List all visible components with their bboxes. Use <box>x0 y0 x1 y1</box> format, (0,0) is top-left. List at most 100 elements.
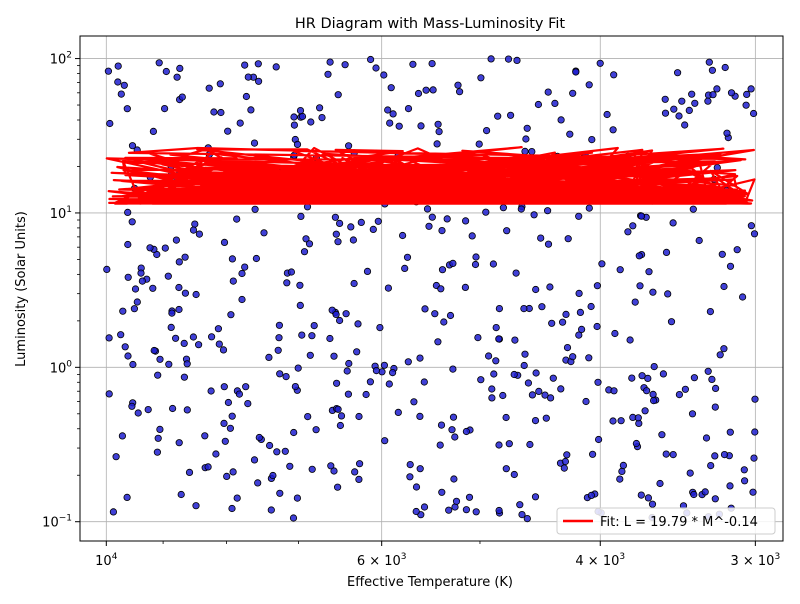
data-point <box>355 460 364 468</box>
data-point <box>269 471 277 480</box>
data-point <box>495 441 503 449</box>
data-point <box>641 407 649 415</box>
data-point <box>513 56 521 65</box>
data-point <box>332 230 340 238</box>
data-point <box>381 437 389 445</box>
data-point <box>236 119 244 127</box>
data-point <box>702 434 711 442</box>
data-point <box>412 507 420 516</box>
data-point <box>167 323 175 331</box>
data-point <box>450 475 458 483</box>
x-tick-label: 4 × 103 <box>575 552 625 569</box>
data-point <box>129 360 137 369</box>
data-point <box>124 273 132 281</box>
data-point <box>544 240 553 248</box>
data-point <box>282 372 290 381</box>
data-point <box>332 379 341 387</box>
data-point <box>224 127 232 135</box>
data-point <box>123 105 131 113</box>
data-point <box>449 259 457 267</box>
data-point <box>363 267 372 275</box>
data-point <box>336 421 344 430</box>
data-point <box>334 238 342 246</box>
data-point <box>610 387 618 395</box>
data-point <box>690 374 699 382</box>
data-point <box>388 368 397 377</box>
data-point <box>711 403 719 411</box>
data-point <box>560 464 568 472</box>
data-point <box>708 66 717 74</box>
data-point <box>673 69 682 77</box>
data-point <box>354 320 362 328</box>
data-point <box>161 244 169 252</box>
data-point <box>617 417 625 425</box>
data-point <box>384 106 392 114</box>
data-point <box>517 205 525 213</box>
data-point <box>341 61 349 69</box>
data-point <box>326 58 334 66</box>
data-point <box>611 329 619 338</box>
data-point <box>644 374 652 382</box>
data-point <box>503 227 511 235</box>
data-point <box>315 104 324 112</box>
data-point <box>492 357 500 365</box>
data-point <box>662 450 670 458</box>
data-point <box>214 325 222 333</box>
data-point <box>220 419 228 427</box>
data-point <box>123 493 131 501</box>
data-point <box>154 371 162 379</box>
data-point <box>504 55 513 63</box>
data-point <box>675 390 684 399</box>
data-point <box>740 466 748 474</box>
data-point <box>380 71 388 79</box>
data-point <box>742 101 750 109</box>
grid-layer <box>80 36 783 541</box>
data-point <box>681 121 689 129</box>
data-point <box>678 97 686 105</box>
data-point <box>609 417 617 425</box>
data-point <box>445 506 453 514</box>
data-point <box>530 211 538 219</box>
data-point <box>733 246 741 254</box>
data-point <box>308 332 316 340</box>
data-point <box>695 236 703 245</box>
data-point <box>276 370 284 378</box>
data-point <box>296 107 305 115</box>
data-point <box>631 298 639 306</box>
data-point <box>709 91 717 99</box>
data-point <box>423 205 432 213</box>
data-point <box>538 303 546 311</box>
data-point <box>443 215 451 223</box>
data-point <box>446 311 455 320</box>
data-point <box>686 469 694 477</box>
data-point <box>275 321 283 329</box>
data-point <box>626 336 634 344</box>
data-point <box>563 451 571 459</box>
y-tick-label: 102 <box>50 51 72 68</box>
data-point <box>104 67 113 75</box>
data-point <box>523 514 531 523</box>
data-point <box>420 503 429 511</box>
data-point <box>532 285 540 294</box>
data-point <box>495 335 503 343</box>
data-point <box>675 112 683 120</box>
data-point <box>330 467 338 475</box>
data-point <box>487 55 495 63</box>
data-point <box>477 376 485 384</box>
data-point <box>244 399 252 408</box>
chart-title: HR Diagram with Mass-Luminosity Fit <box>295 16 566 32</box>
data-point <box>290 428 298 437</box>
data-point <box>644 494 653 502</box>
legend-box <box>556 507 776 535</box>
data-point <box>183 360 191 368</box>
data-point <box>103 265 111 273</box>
data-point <box>706 307 715 316</box>
data-point <box>582 397 590 406</box>
data-point <box>250 456 259 464</box>
data-point <box>596 59 604 67</box>
data-point <box>594 378 602 386</box>
data-point <box>575 212 583 220</box>
data-point <box>667 318 676 326</box>
data-point <box>637 212 646 220</box>
